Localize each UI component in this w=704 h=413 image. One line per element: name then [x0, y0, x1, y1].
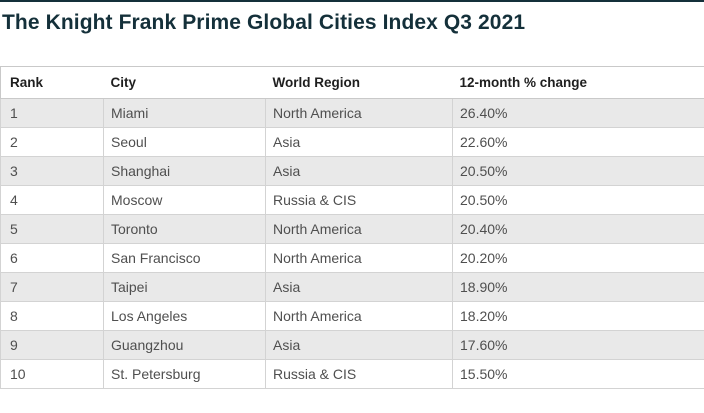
cell-region: North America: [265, 243, 453, 273]
table-row: 9 Guangzhou Asia 17.60%: [0, 330, 704, 360]
column-header-change: 12-month % change: [452, 66, 704, 99]
cell-rank: 3: [0, 156, 104, 186]
cell-region: Asia: [265, 272, 453, 302]
table-row: 2 Seoul Asia 22.60%: [0, 127, 704, 157]
cell-rank: 9: [0, 330, 104, 360]
cell-change: 22.60%: [452, 127, 704, 157]
cell-city: Shanghai: [103, 156, 266, 186]
table-row: 6 San Francisco North America 20.20%: [0, 243, 704, 273]
cell-rank: 7: [0, 272, 104, 302]
cell-region: North America: [265, 98, 453, 128]
cell-region: Asia: [265, 156, 453, 186]
cell-change: 18.90%: [452, 272, 704, 302]
table-row: 7 Taipei Asia 18.90%: [0, 272, 704, 302]
page-title: The Knight Frank Prime Global Cities Ind…: [2, 11, 526, 34]
cell-rank: 6: [0, 243, 104, 273]
cell-city: Guangzhou: [103, 330, 266, 360]
cell-rank: 5: [0, 214, 104, 244]
table-row: 8 Los Angeles North America 18.20%: [0, 301, 704, 331]
table-row: 10 St. Petersburg Russia & CIS 15.50%: [0, 359, 704, 389]
cell-region: Russia & CIS: [265, 359, 453, 389]
cell-city: Taipei: [103, 272, 266, 302]
cell-rank: 10: [0, 359, 104, 389]
cell-city: Moscow: [103, 185, 266, 215]
cell-region: North America: [265, 301, 453, 331]
cell-rank: 2: [0, 127, 104, 157]
cell-change: 20.40%: [452, 214, 704, 244]
cell-region: Russia & CIS: [265, 185, 453, 215]
header-row: Rank City World Region 12-month % change: [0, 66, 704, 99]
cell-change: 17.60%: [452, 330, 704, 360]
cell-change: 18.20%: [452, 301, 704, 331]
cell-city: Los Angeles: [103, 301, 266, 331]
prime-global-cities-table: Rank City World Region 12-month % change…: [0, 66, 704, 389]
column-header-city: City: [103, 66, 266, 99]
top-rule-divider: [0, 0, 704, 2]
cell-change: 20.20%: [452, 243, 704, 273]
cell-city: Miami: [103, 98, 266, 128]
cell-region: North America: [265, 214, 453, 244]
cell-change: 26.40%: [452, 98, 704, 128]
cell-change: 15.50%: [452, 359, 704, 389]
cell-change: 20.50%: [452, 185, 704, 215]
cell-city: San Francisco: [103, 243, 266, 273]
cell-city: St. Petersburg: [103, 359, 266, 389]
cell-change: 20.50%: [452, 156, 704, 186]
table-row: 1 Miami North America 26.40%: [0, 98, 704, 128]
cell-city: Seoul: [103, 127, 266, 157]
cell-city: Toronto: [103, 214, 266, 244]
cell-region: Asia: [265, 330, 453, 360]
cell-rank: 8: [0, 301, 104, 331]
cell-rank: 4: [0, 185, 104, 215]
table-row: 5 Toronto North America 20.40%: [0, 214, 704, 244]
column-header-rank: Rank: [0, 66, 104, 99]
cell-region: Asia: [265, 127, 453, 157]
cell-rank: 1: [0, 98, 104, 128]
table-row: 3 Shanghai Asia 20.50%: [0, 156, 704, 186]
column-header-region: World Region: [265, 66, 453, 99]
table-row: 4 Moscow Russia & CIS 20.50%: [0, 185, 704, 215]
